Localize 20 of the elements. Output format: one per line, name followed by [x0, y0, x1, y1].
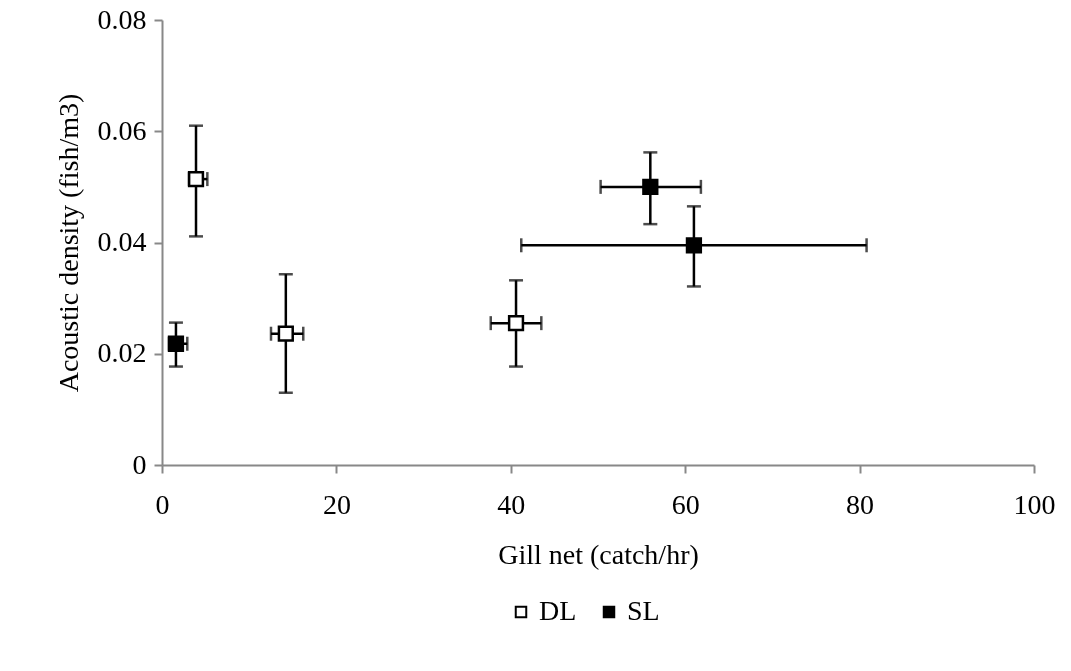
x-tick-label: 80 — [846, 488, 875, 520]
y-tick-label: 0.02 — [97, 337, 147, 369]
x-tick-label: 100 — [1013, 488, 1056, 520]
y-tick-label: 0.04 — [97, 226, 147, 257]
x-tick-label: 20 — [322, 488, 351, 520]
legend-label: SL — [627, 595, 660, 626]
y-tick-label: 0.06 — [97, 114, 147, 146]
x-tick-label: 60 — [671, 488, 700, 520]
point — [642, 178, 659, 196]
point — [277, 325, 294, 342]
point — [167, 335, 185, 352]
legend-label: DL — [539, 595, 577, 626]
x-axis-title: Gill net (catch/hr) — [498, 538, 699, 570]
x-tick-label: 40 — [497, 488, 526, 520]
y-tick-label: 0 — [132, 448, 147, 480]
point — [685, 237, 703, 254]
y-axis-title: Acoustic density (fish/m3) — [52, 93, 84, 393]
y-tick-label: 0.08 — [97, 3, 147, 35]
point — [507, 315, 525, 332]
x-tick-label: 0 — [155, 488, 170, 520]
